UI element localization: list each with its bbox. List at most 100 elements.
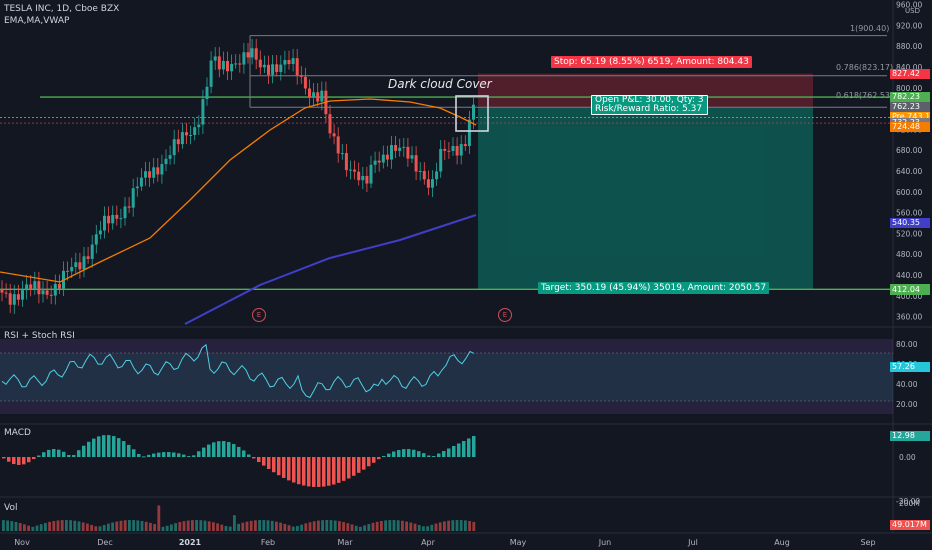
volume-bar bbox=[438, 522, 442, 531]
candle bbox=[279, 64, 283, 73]
volume-bar bbox=[413, 523, 417, 531]
candle bbox=[287, 59, 291, 65]
candle bbox=[90, 244, 94, 259]
candle bbox=[295, 58, 299, 76]
macd-bar bbox=[87, 441, 91, 457]
rsi-panel-label[interactable]: RSI + Stoch RSI bbox=[4, 331, 75, 341]
volume-bar bbox=[249, 520, 253, 531]
price-tick: 560.00 bbox=[896, 209, 922, 218]
volume-bar bbox=[86, 523, 89, 531]
candle bbox=[308, 88, 311, 98]
price-tag: 782.23 bbox=[890, 92, 930, 103]
candle bbox=[262, 64, 266, 68]
candle bbox=[16, 294, 20, 300]
macd-bar bbox=[72, 455, 76, 457]
macd-tick: 0.00 bbox=[899, 453, 916, 462]
candle bbox=[213, 56, 217, 61]
volume-bar bbox=[199, 520, 203, 531]
earnings-icon[interactable]: E bbox=[498, 308, 512, 322]
rr-ratio-text: Risk/Reward Ratio: 5.37 bbox=[595, 104, 703, 114]
candle bbox=[242, 52, 246, 65]
macd-bar bbox=[242, 450, 246, 457]
price-tick: 920.00 bbox=[896, 21, 922, 30]
volume-bar bbox=[443, 521, 446, 531]
candle bbox=[103, 215, 106, 231]
price-unit: USD bbox=[905, 7, 920, 15]
candle bbox=[439, 148, 443, 172]
macd-tag: 12.98 bbox=[890, 431, 930, 441]
candle bbox=[332, 133, 336, 137]
candle bbox=[123, 206, 127, 219]
volume-bar bbox=[170, 524, 173, 531]
macd-bar bbox=[197, 451, 201, 457]
volume-bar bbox=[128, 520, 131, 531]
candle bbox=[254, 48, 258, 60]
volume-bar bbox=[203, 520, 207, 531]
volume-bar bbox=[153, 524, 156, 531]
candle bbox=[373, 160, 377, 165]
candle bbox=[135, 186, 139, 189]
volume-bar bbox=[296, 525, 299, 531]
macd-bar bbox=[82, 445, 86, 457]
macd-bar bbox=[452, 446, 456, 457]
volume-bar bbox=[69, 520, 72, 531]
macd-bar bbox=[212, 442, 216, 457]
candle bbox=[414, 155, 418, 172]
candle bbox=[385, 154, 389, 160]
macd-bar bbox=[457, 443, 461, 457]
macd-bar bbox=[57, 449, 61, 457]
indicators-list[interactable]: EMA,MA,VWAP bbox=[4, 16, 70, 26]
time-tick: Jul bbox=[687, 538, 698, 547]
macd-bar bbox=[17, 457, 21, 465]
candle bbox=[451, 146, 455, 151]
volume-panel-label[interactable]: Vol bbox=[4, 503, 18, 513]
candle bbox=[398, 147, 402, 151]
volume-bar bbox=[31, 526, 35, 531]
candle bbox=[152, 167, 156, 178]
volume-bar bbox=[165, 525, 169, 531]
volume-bar bbox=[287, 525, 291, 531]
price-tag: 724.48 bbox=[890, 122, 930, 133]
candle bbox=[230, 63, 234, 72]
candle bbox=[201, 99, 205, 125]
candle bbox=[172, 139, 176, 156]
candle bbox=[275, 64, 279, 73]
candle bbox=[340, 153, 344, 155]
volume-bar bbox=[371, 522, 375, 531]
volume-bar bbox=[81, 522, 85, 531]
macd-bar bbox=[447, 448, 451, 457]
macd-bar bbox=[412, 449, 416, 457]
candle bbox=[205, 86, 209, 100]
macd-bar bbox=[382, 455, 386, 457]
macd-bar bbox=[97, 436, 101, 457]
volume-bar bbox=[279, 522, 282, 531]
candle bbox=[33, 281, 37, 289]
candle bbox=[369, 164, 373, 184]
volume-bar bbox=[132, 520, 135, 531]
volume-bar bbox=[241, 522, 245, 531]
macd-bar bbox=[167, 452, 171, 457]
volume-bar bbox=[174, 523, 177, 531]
candle bbox=[209, 60, 213, 87]
candle bbox=[86, 256, 90, 259]
rsi-tick: 40.00 bbox=[896, 380, 918, 389]
volume-bar bbox=[56, 520, 60, 531]
volume-bar bbox=[107, 523, 110, 531]
volume-bar bbox=[304, 523, 308, 531]
time-tick: Sep bbox=[860, 538, 875, 547]
volume-bar bbox=[2, 520, 5, 531]
volume-bar bbox=[52, 521, 56, 531]
macd-panel-label[interactable]: MACD bbox=[4, 428, 31, 438]
macd-bar bbox=[137, 454, 141, 457]
candle bbox=[238, 63, 242, 65]
macd-bar bbox=[302, 457, 306, 486]
volume-bar bbox=[350, 524, 354, 531]
macd-bar bbox=[117, 438, 121, 457]
candle bbox=[431, 179, 434, 188]
earnings-icon[interactable]: E bbox=[252, 308, 266, 322]
candle bbox=[258, 59, 262, 68]
macd-bar bbox=[187, 456, 191, 458]
candle bbox=[217, 56, 221, 70]
volume-bar bbox=[6, 520, 9, 531]
